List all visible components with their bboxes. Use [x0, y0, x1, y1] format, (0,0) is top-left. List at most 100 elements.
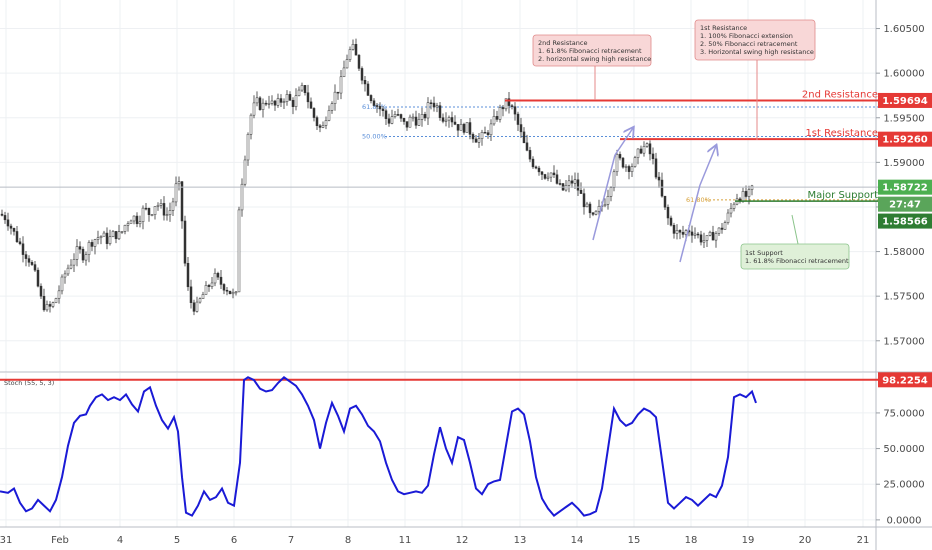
time-tick-label: 14: [571, 535, 584, 546]
arrow-line[interactable]: [679, 184, 701, 263]
candle-body: [633, 157, 637, 167]
candle-body: [645, 143, 649, 147]
candle-body: [378, 106, 382, 110]
time-tick-label: 5: [174, 535, 180, 546]
candle-body: [294, 95, 298, 107]
second-resistance-text: 2nd Resistance: [802, 89, 878, 100]
first-support-callout[interactable]: 1st Support 1. 61.8% Fibonacci retraceme…: [740, 214, 850, 270]
candle-body: [315, 117, 319, 126]
oscillator-tick-label: 50.0000: [883, 444, 924, 455]
candle-body: [360, 68, 364, 81]
candle-body: [648, 143, 652, 155]
candle-body: [6, 219, 10, 227]
price-grid: [0, 0, 876, 372]
candle-body: [3, 215, 7, 221]
candle-body: [573, 179, 577, 184]
candle-body: [78, 246, 82, 250]
price-tick-label: 1.57000: [883, 336, 924, 347]
candle-body: [663, 195, 667, 208]
price-axis-badges[interactable]: 1.59694 1.59260 1.58722 27:47 1.58566: [878, 92, 932, 229]
candle-body: [711, 231, 715, 241]
candle-body: [624, 166, 628, 168]
candle-body: [246, 134, 250, 161]
candle-body: [273, 100, 277, 106]
candle-body: [618, 154, 622, 159]
candle-body: [18, 241, 22, 245]
candle-body: [555, 174, 559, 184]
candle-body: [210, 282, 214, 287]
second-resistance-badge[interactable]: [878, 92, 932, 108]
candle-body: [516, 113, 520, 125]
candle-body: [597, 205, 601, 212]
oscillator-tick-label: 75.0000: [883, 408, 924, 419]
candle-body: [681, 232, 685, 235]
candle-body: [153, 206, 157, 215]
candle-body: [405, 121, 409, 128]
candle-body: [501, 107, 505, 110]
candle-body: [507, 98, 511, 106]
projection-arrows[interactable]: [592, 128, 716, 263]
candle-body: [420, 114, 424, 120]
candle-body: [570, 180, 574, 184]
candle-body: [603, 204, 607, 207]
candle-body: [546, 176, 550, 179]
candle-body: [369, 95, 373, 102]
candle-body: [48, 304, 52, 307]
candle-body: [147, 207, 151, 215]
price-tick-label: 1.60000: [883, 69, 924, 80]
candle-body: [366, 83, 370, 96]
candle-body: [678, 230, 682, 233]
candle-body: [30, 262, 34, 265]
candle-body: [267, 103, 271, 105]
candle-body: [117, 231, 121, 240]
candle-body: [291, 99, 295, 107]
candle-body: [636, 148, 640, 158]
candle-body: [519, 124, 523, 133]
candle-body: [585, 203, 589, 208]
oscillator-level-badge[interactable]: [878, 372, 932, 388]
second-resistance-price: 1.59694: [882, 96, 928, 107]
candle-body: [249, 114, 253, 135]
candle-body: [282, 101, 286, 103]
major-support-text: Major Support: [808, 190, 879, 201]
fibonacci-retracement-levels[interactable]: 61.80% 50.00% 61.80%: [362, 103, 878, 204]
candle-body: [108, 236, 112, 244]
arrow-line[interactable]: [699, 146, 716, 186]
candle-body: [186, 262, 190, 288]
countdown: 27:47: [889, 200, 921, 211]
arrow-line[interactable]: [592, 154, 616, 241]
candle-body: [216, 272, 220, 278]
candle-body: [84, 254, 88, 261]
candle-body: [375, 105, 379, 107]
major-support-badge[interactable]: [878, 213, 932, 229]
candle-body: [729, 208, 733, 214]
candle-body: [27, 258, 31, 263]
candle-body: [471, 134, 475, 140]
first-resistance-badge[interactable]: [878, 131, 932, 147]
candle-body: [498, 107, 502, 120]
time-tick-label: 6: [231, 535, 237, 546]
indicator-legend[interactable]: Stoch (55, 5, 3): [4, 379, 54, 387]
candle-body: [105, 232, 109, 244]
key-levels[interactable]: 2nd Resistance 1st Resistance Major Supp…: [505, 89, 879, 202]
candle-body: [426, 102, 430, 119]
candle-body: [741, 191, 745, 202]
candle-body: [714, 233, 718, 241]
candle-body: [231, 291, 235, 295]
candle-body: [126, 223, 130, 226]
candle-body: [225, 289, 229, 292]
current-price-badge[interactable]: [878, 179, 932, 195]
candle-body: [582, 193, 586, 208]
candle-body: [102, 232, 106, 237]
candle-body: [255, 97, 259, 104]
time-tick-label: 12: [456, 535, 469, 546]
arrow-line[interactable]: [614, 128, 633, 156]
time-tick-label: 15: [628, 535, 641, 546]
second-resistance-callout[interactable]: 2nd Resistance 1. 61.8% Fibonacci retrac…: [532, 34, 652, 100]
callout-line: 1st Support: [745, 249, 783, 257]
candle-body: [567, 180, 571, 186]
candle-body: [576, 179, 580, 191]
first-resistance-callout[interactable]: 1st Resistance 1. 100% Fibonacci extensi…: [694, 19, 816, 140]
candle-body: [21, 243, 25, 255]
